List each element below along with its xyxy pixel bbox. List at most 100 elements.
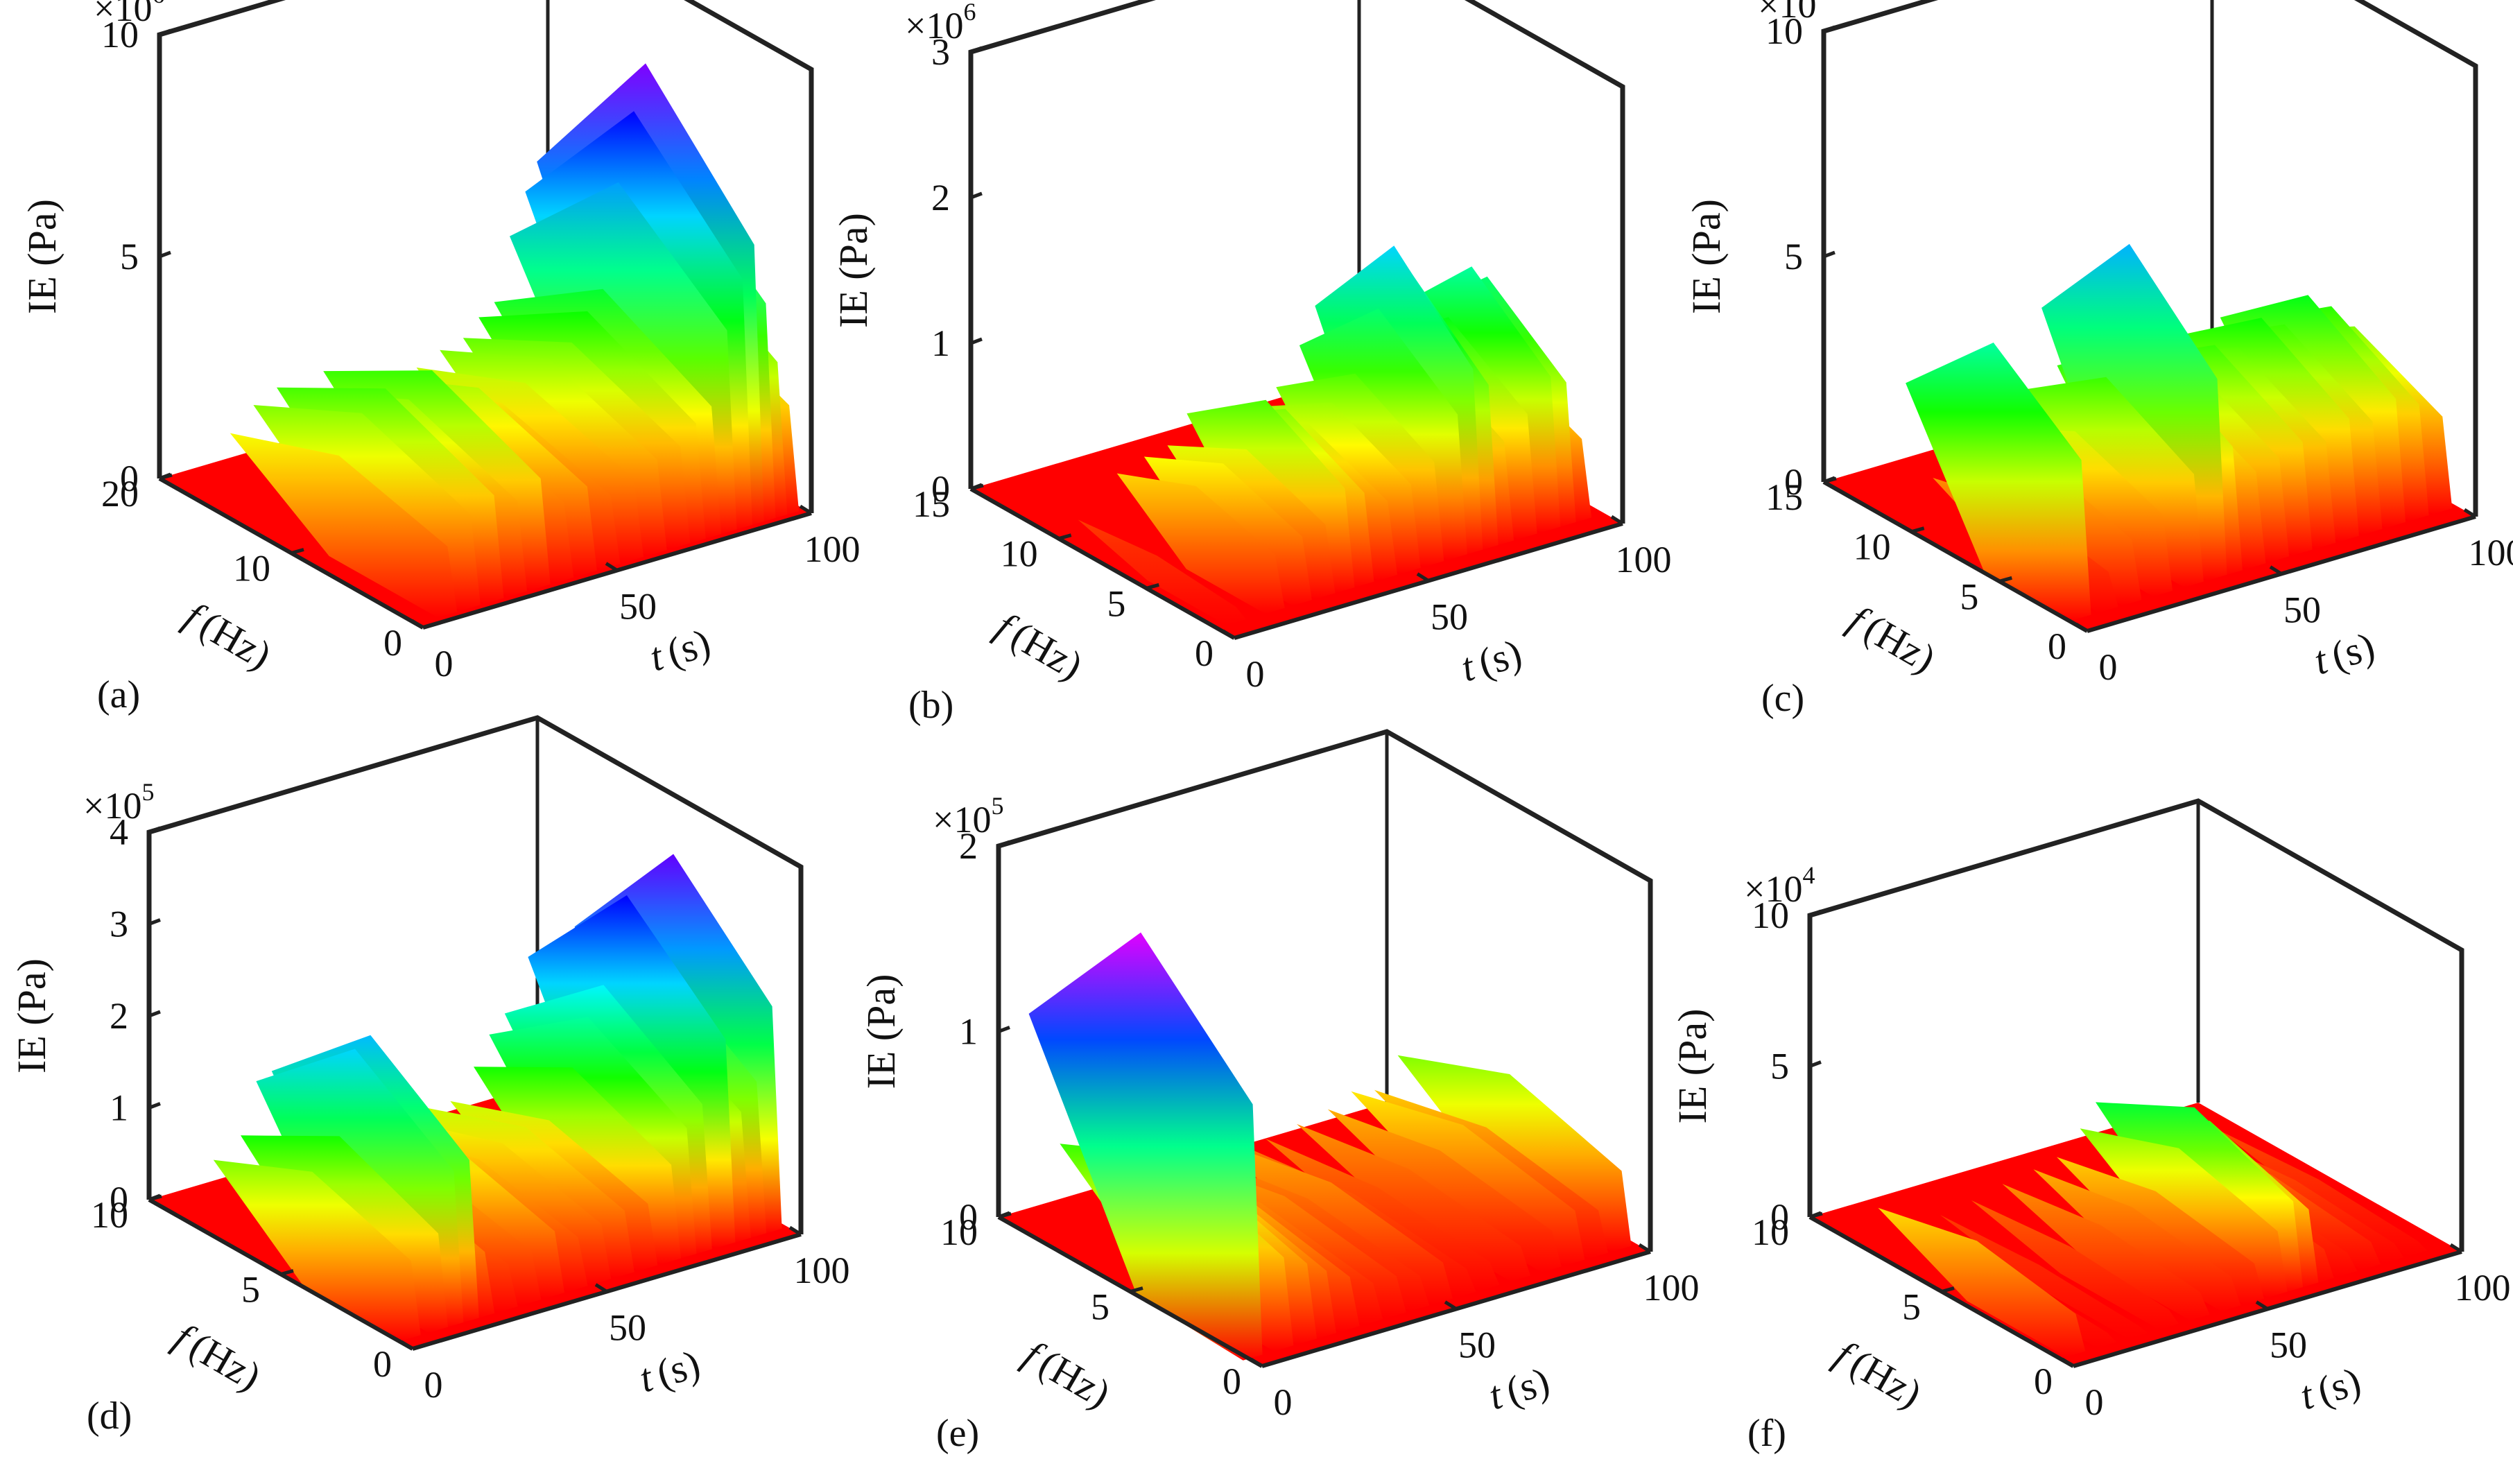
f-tick-label: 5 bbox=[1902, 1286, 1921, 1328]
t-axis-label: t(s) bbox=[2295, 1358, 2366, 1419]
t-axis-label: t(s) bbox=[2309, 623, 2380, 684]
f-tick-mark bbox=[412, 1343, 426, 1351]
z-tick-label: 10 bbox=[1752, 895, 1789, 936]
t-tick-label: 0 bbox=[2099, 646, 2118, 688]
f-tick-label: 10 bbox=[1854, 526, 1891, 568]
f-axis-line bbox=[1822, 480, 2089, 633]
f-tick-mark bbox=[159, 473, 173, 481]
f-tick-label: 5 bbox=[1107, 583, 1125, 624]
z-tick-mark bbox=[1823, 250, 1836, 259]
z-axis-label: IE (Pa) bbox=[831, 213, 876, 328]
z-tick-label: 0 bbox=[1770, 1196, 1789, 1238]
panel-label: (f) bbox=[1747, 1412, 1786, 1455]
peak-t44 bbox=[2033, 1169, 2241, 1311]
f-tick-label: 0 bbox=[1223, 1361, 1241, 1402]
f-tick-mark bbox=[1146, 583, 1160, 590]
f-tick-label: 10 bbox=[91, 1194, 128, 1236]
t-tick-label: 100 bbox=[1616, 539, 1672, 580]
f-tick-mark bbox=[1941, 1286, 1955, 1293]
z-tick-mark bbox=[998, 1026, 1010, 1033]
f-tick-mark bbox=[2073, 1361, 2087, 1368]
f-axis-label: f(Hz) bbox=[177, 593, 279, 678]
z-tick-label: 0 bbox=[110, 1179, 128, 1220]
t-tick-mark bbox=[594, 1283, 608, 1293]
f-tick-mark bbox=[2087, 625, 2100, 633]
t-axis-label: t(s) bbox=[634, 1341, 705, 1401]
z-tick-mark bbox=[159, 250, 171, 259]
z-tick-mark bbox=[998, 840, 1010, 848]
z-tick-mark bbox=[1809, 909, 1822, 917]
f-tick-label: 15 bbox=[1765, 476, 1803, 518]
f-tick-label: 5 bbox=[241, 1269, 260, 1311]
z-tick-label: 2 bbox=[959, 825, 978, 867]
peak-t70 bbox=[1297, 1123, 1530, 1282]
z-tick-label: 1 bbox=[110, 1087, 128, 1129]
z-tick-label: 5 bbox=[1770, 1046, 1789, 1087]
peak-t3 bbox=[213, 1159, 421, 1341]
z-axis-label: IE (Pa) bbox=[858, 974, 904, 1089]
f-tick-mark bbox=[148, 1194, 162, 1202]
t-tick-label: 100 bbox=[2455, 1267, 2511, 1309]
t-tick-label: 0 bbox=[435, 643, 454, 684]
z-axis-label: IE (Pa) bbox=[9, 958, 54, 1073]
t-tick-label: 100 bbox=[1643, 1267, 1700, 1309]
z-tick-label: 5 bbox=[1784, 236, 1803, 277]
panel-label: (b) bbox=[908, 684, 953, 727]
f-axis-line bbox=[969, 487, 1236, 640]
panel-label: (a) bbox=[97, 673, 140, 716]
z-axis-label: IE (Pa) bbox=[19, 199, 64, 314]
peak-t15 bbox=[1116, 473, 1285, 614]
peak-t36 bbox=[2002, 1184, 2210, 1320]
t-tick-mark bbox=[1416, 572, 1430, 583]
t-tick-label: 100 bbox=[804, 528, 861, 570]
z-tick-mark bbox=[148, 1102, 161, 1110]
z-tick-mark bbox=[148, 918, 161, 926]
z-tick-mark bbox=[159, 28, 171, 37]
peak-t8 bbox=[230, 433, 458, 618]
f-tick-label: 10 bbox=[940, 1211, 978, 1253]
f-tick-label: 10 bbox=[233, 548, 270, 589]
t-tick-mark bbox=[788, 1225, 802, 1236]
z-tick-label: 3 bbox=[931, 31, 950, 73]
f-tick-mark bbox=[1910, 526, 1925, 534]
panel-label: (c) bbox=[1761, 677, 1804, 720]
peak-t3 bbox=[1906, 343, 2091, 621]
z-tick-label: 0 bbox=[120, 458, 139, 499]
z-multiplier: ×106 bbox=[905, 0, 976, 46]
z-multiplier: ×105 bbox=[83, 778, 154, 827]
peak-t28 bbox=[1971, 1200, 2179, 1330]
z-tick-mark bbox=[1823, 25, 1836, 33]
t-tick-mark bbox=[1610, 515, 1624, 526]
z-tick-label: 2 bbox=[931, 177, 950, 218]
f-tick-label: 0 bbox=[383, 622, 402, 664]
t-tick-label: 50 bbox=[2283, 589, 2321, 631]
f-axis-label: f(Hz) bbox=[166, 1314, 268, 1399]
z-tick-label: 3 bbox=[110, 904, 128, 945]
panel-label: (d) bbox=[87, 1395, 132, 1438]
peak-t20 bbox=[1940, 1215, 2148, 1339]
t-tick-label: 0 bbox=[1274, 1381, 1293, 1423]
f-tick-mark bbox=[1823, 476, 1837, 484]
f-tick-mark bbox=[1998, 576, 2013, 583]
z-tick-label: 2 bbox=[110, 995, 128, 1037]
z-multiplier: ×105 bbox=[1758, 0, 1829, 26]
t-tick-label: 50 bbox=[1431, 596, 1468, 638]
t-tick-mark bbox=[400, 1340, 414, 1351]
peak-t78 bbox=[1327, 1109, 1562, 1272]
f-axis-label: f(Hz) bbox=[988, 603, 1090, 688]
z-tick-mark bbox=[1809, 1060, 1822, 1068]
f-tick-label: 0 bbox=[2048, 625, 2066, 667]
f-tick-label: 10 bbox=[1752, 1211, 1789, 1253]
z-tick-label: 5 bbox=[120, 236, 139, 277]
z-tick-label: 0 bbox=[1784, 461, 1803, 503]
f-axis-label: f(Hz) bbox=[1016, 1331, 1118, 1416]
t-tick-label: 50 bbox=[609, 1307, 646, 1349]
f-tick-label: 0 bbox=[2034, 1361, 2053, 1402]
